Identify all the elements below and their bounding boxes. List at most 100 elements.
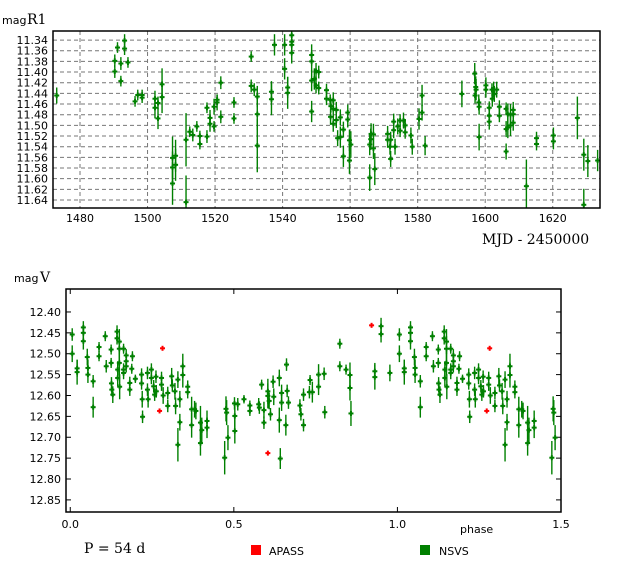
nsvs-marker xyxy=(497,373,500,379)
nsvs-data-point xyxy=(348,400,354,426)
nsvs-data-point xyxy=(172,382,178,400)
nsvs-marker xyxy=(258,405,261,411)
nsvs-marker xyxy=(491,96,494,102)
nsvs-marker xyxy=(461,376,464,382)
nsvs-marker xyxy=(368,175,371,181)
nsvs-marker xyxy=(198,133,201,139)
legend-label-nsvs: NSVS xyxy=(439,545,469,558)
nsvs-data-point xyxy=(430,359,436,373)
nsvs-data-point xyxy=(472,390,478,408)
nsvs-marker xyxy=(269,411,272,417)
nsvs-marker xyxy=(256,94,259,100)
nsvs-marker xyxy=(147,396,150,402)
nsvs-marker xyxy=(118,360,121,366)
nsvs-data-point xyxy=(574,96,580,140)
top-data-points xyxy=(54,31,601,208)
nsvs-marker xyxy=(437,387,440,393)
nsvs-data-point xyxy=(442,369,448,387)
nsvs-marker xyxy=(392,119,395,125)
nsvs-marker xyxy=(323,409,326,415)
x-tick-label: 0.5 xyxy=(225,518,243,531)
nsvs-data-point xyxy=(173,397,179,415)
nsvs-data-point xyxy=(122,42,128,55)
nsvs-data-point xyxy=(108,344,114,355)
nsvs-marker xyxy=(520,406,523,412)
nsvs-marker xyxy=(474,396,477,402)
nsvs-data-point xyxy=(448,366,454,380)
nsvs-marker xyxy=(86,354,89,360)
nsvs-data-point xyxy=(279,394,285,411)
nsvs-data-point xyxy=(204,417,210,439)
nsvs-marker xyxy=(501,403,504,409)
nsvs-data-point xyxy=(309,100,315,123)
nsvs-marker xyxy=(123,46,126,52)
nsvs-marker xyxy=(92,404,95,410)
nsvs-data-point xyxy=(282,34,288,56)
nsvs-data-point xyxy=(595,149,601,172)
nsvs-marker xyxy=(484,87,487,93)
top-grid xyxy=(53,31,600,208)
nsvs-marker xyxy=(219,80,222,86)
nsvs-data-point xyxy=(367,133,373,156)
nsvs-data-point xyxy=(218,76,224,90)
y-tick-label: 12.75 xyxy=(30,452,62,465)
nsvs-data-point xyxy=(408,332,414,350)
nsvs-marker xyxy=(213,104,216,110)
nsvs-data-point xyxy=(585,145,591,178)
nsvs-marker xyxy=(554,435,557,441)
nsvs-marker xyxy=(338,341,341,347)
nsvs-data-point xyxy=(450,359,456,373)
nsvs-data-point xyxy=(388,131,394,148)
nsvs-data-point xyxy=(256,401,262,414)
nsvs-data-point xyxy=(90,375,96,388)
nsvs-data-point xyxy=(170,162,176,205)
nsvs-marker xyxy=(190,422,193,428)
nsvs-marker xyxy=(398,332,401,338)
nsvs-marker xyxy=(373,166,376,172)
nsvs-marker xyxy=(232,115,235,121)
nsvs-data-point xyxy=(486,378,492,391)
nsvs-data-point xyxy=(108,357,114,368)
nsvs-data-point xyxy=(496,379,502,392)
nsvs-data-point xyxy=(241,395,247,404)
nsvs-marker xyxy=(449,370,452,376)
top-panel: mag R1 11.3411.3611.3811.4011.4211.4411.… xyxy=(2,12,601,248)
nsvs-marker xyxy=(166,403,169,409)
nsvs-marker xyxy=(110,347,113,353)
nsvs-marker xyxy=(199,440,202,446)
nsvs-data-point xyxy=(337,338,343,349)
nsvs-marker xyxy=(134,98,137,104)
nsvs-data-point xyxy=(313,77,319,94)
nsvs-data-point xyxy=(472,366,478,380)
nsvs-data-point xyxy=(85,366,91,383)
nsvs-data-point xyxy=(531,417,537,439)
nsvs-data-point xyxy=(231,113,237,124)
nsvs-marker xyxy=(348,372,351,378)
nsvs-marker xyxy=(280,400,283,406)
nsvs-marker xyxy=(443,329,446,335)
nsvs-marker xyxy=(171,382,174,388)
nsvs-marker xyxy=(389,137,392,143)
nsvs-marker xyxy=(233,413,236,419)
nsvs-marker xyxy=(332,121,335,127)
nsvs-data-point xyxy=(322,405,328,419)
nsvs-marker xyxy=(205,105,208,111)
nsvs-marker xyxy=(480,392,483,398)
nsvs-data-point xyxy=(337,126,343,148)
nsvs-marker xyxy=(505,148,508,154)
nsvs-marker xyxy=(458,353,461,359)
top-plot-frame xyxy=(52,30,601,209)
nsvs-data-point xyxy=(175,428,181,462)
nsvs-marker xyxy=(55,93,58,99)
nsvs-data-point xyxy=(261,416,267,429)
bottom-tick-labels: 12.40 12.45 12.50 12.55 12.60 12.65 12.70 12.75… xyxy=(30,289,570,531)
nsvs-marker xyxy=(473,370,476,376)
nsvs-data-point xyxy=(476,98,482,115)
x-tick-label: 1600 xyxy=(471,212,499,225)
y-tick-label: 11.56 xyxy=(17,151,49,164)
nsvs-marker xyxy=(508,372,511,378)
nsvs-data-point xyxy=(103,359,109,373)
nsvs-data-point xyxy=(516,412,522,438)
nsvs-data-point xyxy=(169,379,175,392)
nsvs-marker xyxy=(146,387,149,393)
